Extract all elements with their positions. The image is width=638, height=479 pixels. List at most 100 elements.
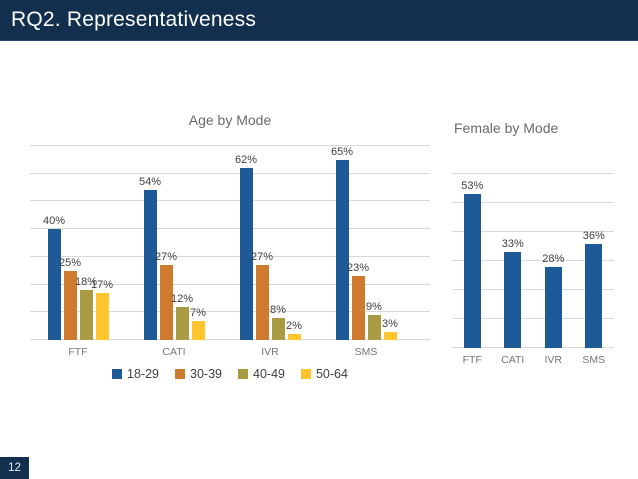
category-group-ivr: 62% 27% 8% 2% (222, 146, 318, 340)
bar-slot: 33% (501, 174, 524, 348)
bar-slot: 36% (582, 174, 605, 348)
bar-30-39-ftf (63, 270, 77, 340)
legend-item-40-49: 40-49 (238, 367, 285, 381)
bar-30-39-sms (351, 276, 365, 340)
bar-18-29-cati (143, 190, 157, 340)
data-label: 62% (234, 154, 258, 167)
bar-slot: 27% (155, 146, 177, 340)
bar-slot: 7% (190, 146, 206, 340)
gridline (452, 202, 614, 203)
page-number-badge: 12 (0, 457, 29, 479)
category-label-ivr: IVR (261, 346, 279, 358)
data-label: 27% (154, 251, 178, 264)
bar-40-49-ftf (79, 290, 93, 340)
category-label-cati: CATI (162, 346, 186, 358)
bar-female-cati (504, 252, 522, 348)
legend: 18-29 30-39 40-49 50-64 (30, 367, 430, 381)
gridline (452, 318, 614, 319)
data-label: 28% (542, 252, 565, 265)
bar-slot: 54% (139, 146, 161, 340)
header-bar: RQ2. Representativeness (0, 0, 638, 41)
bar-slot: 25% (59, 146, 81, 340)
legend-swatch (175, 369, 186, 379)
category-group-sms: 65% 23% 9% 3% (318, 146, 414, 340)
data-label: 25% (58, 256, 82, 269)
bar-slot: 53% (461, 174, 484, 348)
legend-swatch (300, 369, 311, 379)
x-axis: FTF CATI IVR SMS (30, 346, 430, 358)
gridline (30, 311, 430, 313)
bar-slot: 17% (91, 146, 113, 340)
bar-18-29-sms (335, 159, 349, 340)
data-label: 27% (250, 251, 274, 264)
legend-label: 30-39 (190, 367, 222, 381)
data-label: 9% (366, 301, 382, 314)
bar-40-49-ivr (271, 317, 285, 340)
bar-slot: 23% (347, 146, 369, 340)
category-label-ftf: FTF (462, 354, 482, 366)
bar-40-49-sms (367, 315, 381, 340)
category-label-ftf: FTF (68, 346, 88, 358)
plot-area: 53% 33% 28% 36% (452, 173, 614, 348)
category-group-cati: 33% (493, 174, 534, 348)
bar-18-29-ftf (47, 229, 61, 340)
bar-female-ftf (463, 194, 481, 348)
gridline (30, 283, 430, 285)
legend-label: 40-49 (253, 367, 285, 381)
data-label: 3% (382, 317, 398, 330)
legend-item-30-39: 30-39 (175, 367, 222, 381)
bar-50-64-ftf (95, 292, 109, 340)
legend-swatch (238, 369, 248, 379)
data-label: 40% (42, 215, 66, 228)
bar-50-64-ivr (287, 334, 301, 340)
female-by-mode-chart: Female by Mode 53% 33% 28% 36% FTF CATI IVR SM… (452, 120, 614, 366)
bar-30-39-cati (159, 265, 173, 340)
bar-female-ivr (544, 266, 562, 348)
data-label: 8% (270, 303, 286, 316)
legend-label: 50-64 (315, 367, 348, 381)
data-label: 33% (501, 238, 524, 251)
bar-slot: 40% (43, 146, 65, 340)
data-label: 2% (286, 320, 302, 333)
category-group-cati: 54% 27% 12% 7% (126, 146, 222, 340)
gridline (30, 145, 430, 146)
gridline (452, 173, 614, 174)
bar-slot: 27% (251, 146, 273, 340)
bar-slot: 28% (542, 174, 565, 348)
gridline (452, 260, 614, 261)
bar-slot: 3% (382, 146, 398, 340)
bar-slot: 8% (270, 146, 286, 340)
bar-40-49-cati (175, 306, 189, 340)
category-group-ftf: 53% (452, 174, 493, 348)
legend-item-18-29: 18-29 (112, 367, 159, 381)
legend-label: 18-29 (127, 367, 160, 381)
bar-slot: 65% (331, 146, 353, 340)
category-label-ivr: IVR (544, 354, 562, 366)
bar-slot: 62% (235, 146, 257, 340)
category-group-ivr: 28% (533, 174, 574, 348)
gridline (452, 289, 614, 290)
data-label: 12% (170, 292, 194, 305)
data-label: 23% (346, 262, 370, 275)
bar-50-64-cati (191, 320, 205, 340)
gridline (30, 255, 430, 257)
x-axis: FTF CATI IVR SMS (452, 354, 614, 366)
category-label-sms: SMS (354, 346, 378, 358)
gridline (452, 231, 614, 232)
plot-area: 40% 25% 18% 17% 54% 27% 12% 7% 62% 27% 8% 2% 65% 23% 9… (30, 145, 430, 340)
data-label: 53% (461, 180, 484, 193)
category-label-sms: SMS (582, 354, 606, 366)
data-label: 17% (90, 278, 114, 291)
bar-slot: 12% (171, 146, 193, 340)
data-label: 36% (582, 229, 605, 242)
gridline (30, 339, 430, 340)
legend-swatch (112, 369, 123, 379)
gridline (452, 347, 614, 348)
data-label: 54% (138, 176, 162, 189)
category-label-cati: CATI (501, 354, 525, 366)
category-group-ftf: 40% 25% 18% 17% (30, 146, 126, 340)
age-by-mode-chart: Age by Mode 40% 25% 18% 17% 54% 27% 12% 7% 62% 27… (30, 112, 430, 381)
chart-title: Age by Mode (188, 112, 272, 128)
gridline (30, 200, 430, 202)
